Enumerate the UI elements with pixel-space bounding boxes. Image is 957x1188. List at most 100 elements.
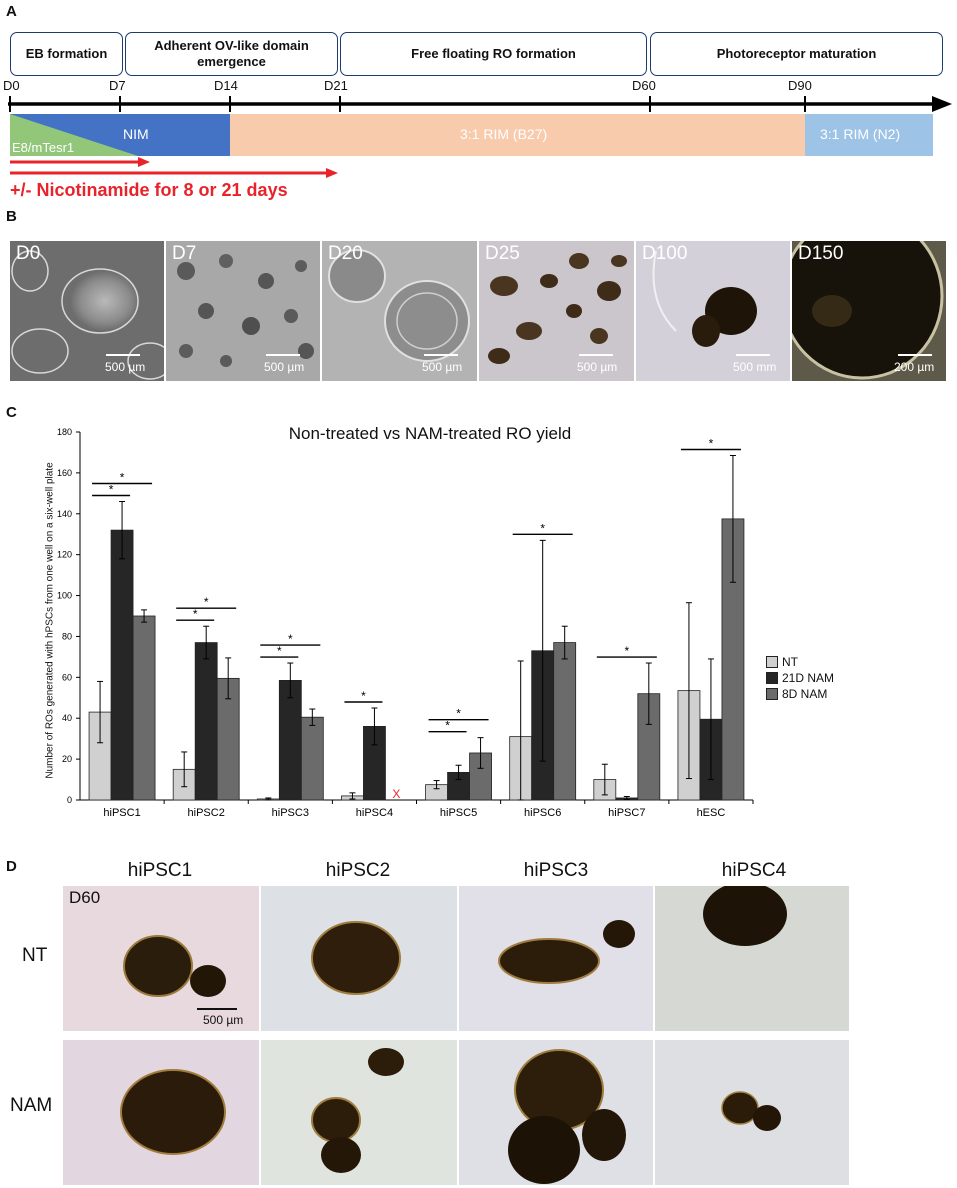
significance-star: * (624, 644, 629, 658)
micrograph-d7: D7 500 µm (166, 241, 320, 381)
x-tick-label: hiPSC4 (356, 807, 393, 819)
chart-legend: NT 21D NAM 8D NAM (766, 654, 834, 702)
scale-bar (197, 1008, 237, 1010)
bar-chart: 0 20 40 60 80 100 120 140 160 180 hiPSC1 hiPSC2 hiPS… (57, 427, 754, 819)
significance-star: * (540, 521, 545, 535)
legend-label-nt: NT (782, 655, 798, 669)
y-tick-label: 0 (67, 795, 72, 805)
phase-box-ro-formation: Free floating RO formation (340, 32, 647, 76)
significance-star: * (120, 471, 125, 485)
y-tick-label: 160 (57, 468, 72, 478)
ro-image-nt-hipsc3 (459, 886, 653, 1031)
y-tick-label: 60 (62, 672, 72, 682)
bar (132, 615, 156, 801)
scale-bar (424, 354, 458, 356)
micrograph-day-label: D100 (642, 243, 688, 264)
ro-organoid (508, 1049, 626, 1184)
micrograph-d100: D100 500 mm (636, 241, 790, 381)
legend-item-nt: NT (766, 654, 834, 670)
ro-image-nam-hipsc1 (63, 1040, 259, 1185)
significance-star: * (204, 595, 209, 609)
ro-image-nt-hipsc2 (261, 886, 457, 1031)
d7-eb-dots (177, 254, 314, 367)
ro-image-nam-hipsc3 (459, 1040, 653, 1185)
e8-triangle (10, 114, 138, 156)
bar (300, 716, 324, 801)
scale-bar (736, 354, 770, 356)
x-tick-label: hiPSC2 (188, 807, 225, 819)
scale-bar (106, 354, 140, 356)
x-tick-label: hiPSC7 (608, 807, 645, 819)
legend-swatch-nt (766, 656, 778, 668)
micrograph-d0: D0 500 µm (10, 241, 164, 381)
chart-title: Non-treated vs NAM-treated RO yield (288, 424, 572, 443)
day-label-d60: D60 (632, 78, 656, 93)
ro-image-nt-hipsc4 (655, 886, 849, 1031)
legend-swatch-21d-nam (766, 672, 778, 684)
y-tick-label: 80 (62, 631, 72, 641)
bar (194, 642, 218, 801)
row-header-nam: NAM (10, 1095, 53, 1116)
scale-label: 500 µm (264, 360, 305, 374)
rim-b27-bar (230, 114, 805, 156)
phase-box-photoreceptor-maturation: Photoreceptor maturation (650, 32, 943, 76)
day-label-d7: D7 (109, 78, 126, 93)
scale-label: 200 µm (894, 360, 935, 374)
d25-organoids (488, 253, 627, 364)
panel-c-label: C (6, 404, 17, 421)
timeline-graphic (8, 96, 952, 178)
y-tick-label: 180 (57, 427, 72, 437)
scale-bar (579, 354, 613, 356)
x-tick-label: hESC (697, 807, 726, 819)
scale-label: 500 µm (422, 360, 463, 374)
micrograph-day-label: D150 (798, 243, 844, 264)
day-label-d21: D21 (324, 78, 348, 93)
bar (278, 679, 302, 801)
significance-star: * (277, 644, 282, 658)
scale-label: 500 µm (203, 1013, 244, 1027)
significance-star: * (361, 689, 366, 703)
day-label-d14: D14 (214, 78, 238, 93)
ro-organoid (721, 1091, 781, 1131)
x-tick-label: hiPSC1 (103, 807, 140, 819)
legend-label-8d-nam: 8D NAM (782, 687, 828, 701)
legend-item-21d-nam: 21D NAM (766, 670, 834, 686)
ro-image-nam-hipsc2 (261, 1040, 457, 1185)
panel-b-label: B (6, 208, 17, 225)
d20-structures (328, 249, 470, 362)
y-tick-label: 140 (57, 509, 72, 519)
y-tick-label: 100 (57, 591, 72, 601)
scale-bar (898, 354, 932, 356)
legend-swatch-8d-nam (766, 688, 778, 700)
x-tick-label: hiPSC5 (440, 807, 477, 819)
nicotinamide-label: +/- Nicotinamide for 8 or 21 days (10, 180, 288, 200)
medium-e8-label: E8/mTesr1 (12, 140, 75, 155)
bar (553, 642, 577, 801)
scale-label: 500 mm (733, 360, 777, 374)
micrograph-day-label: D7 (172, 243, 197, 264)
scale-bar (266, 354, 300, 356)
column-header-hipsc2: hiPSC2 (325, 860, 391, 881)
significance-star: * (456, 707, 461, 721)
ro-organoid (311, 1048, 404, 1173)
column-header-hipsc4: hiPSC4 (721, 860, 787, 881)
x-tick-label: hiPSC6 (524, 807, 561, 819)
micrograph-day-label: D20 (328, 243, 363, 264)
micrograph-d20: D20 500 µm (322, 241, 477, 381)
row-header-nt: NT (22, 945, 48, 966)
significance-star: * (445, 719, 450, 733)
significance-star: * (288, 632, 293, 646)
ro-organoid (123, 935, 226, 997)
scale-label: 500 µm (105, 360, 146, 374)
micrograph-day-label: D0 (16, 243, 41, 264)
column-header-hipsc1: hiPSC1 (127, 860, 193, 881)
d0-colony-outlines (11, 250, 164, 380)
legend-label-21d-nam: 21D NAM (782, 671, 835, 685)
ro-day-label: D60 (69, 888, 101, 907)
day-label-d0: D0 (3, 78, 20, 93)
ro-image-nam-hipsc4 (655, 1040, 849, 1185)
medium-rim-b27-label: 3:1 RIM (B27) (460, 126, 548, 142)
x-tick-label: hiPSC3 (272, 807, 309, 819)
y-tick-label: 20 (62, 754, 72, 764)
ro-organoid (311, 921, 401, 995)
